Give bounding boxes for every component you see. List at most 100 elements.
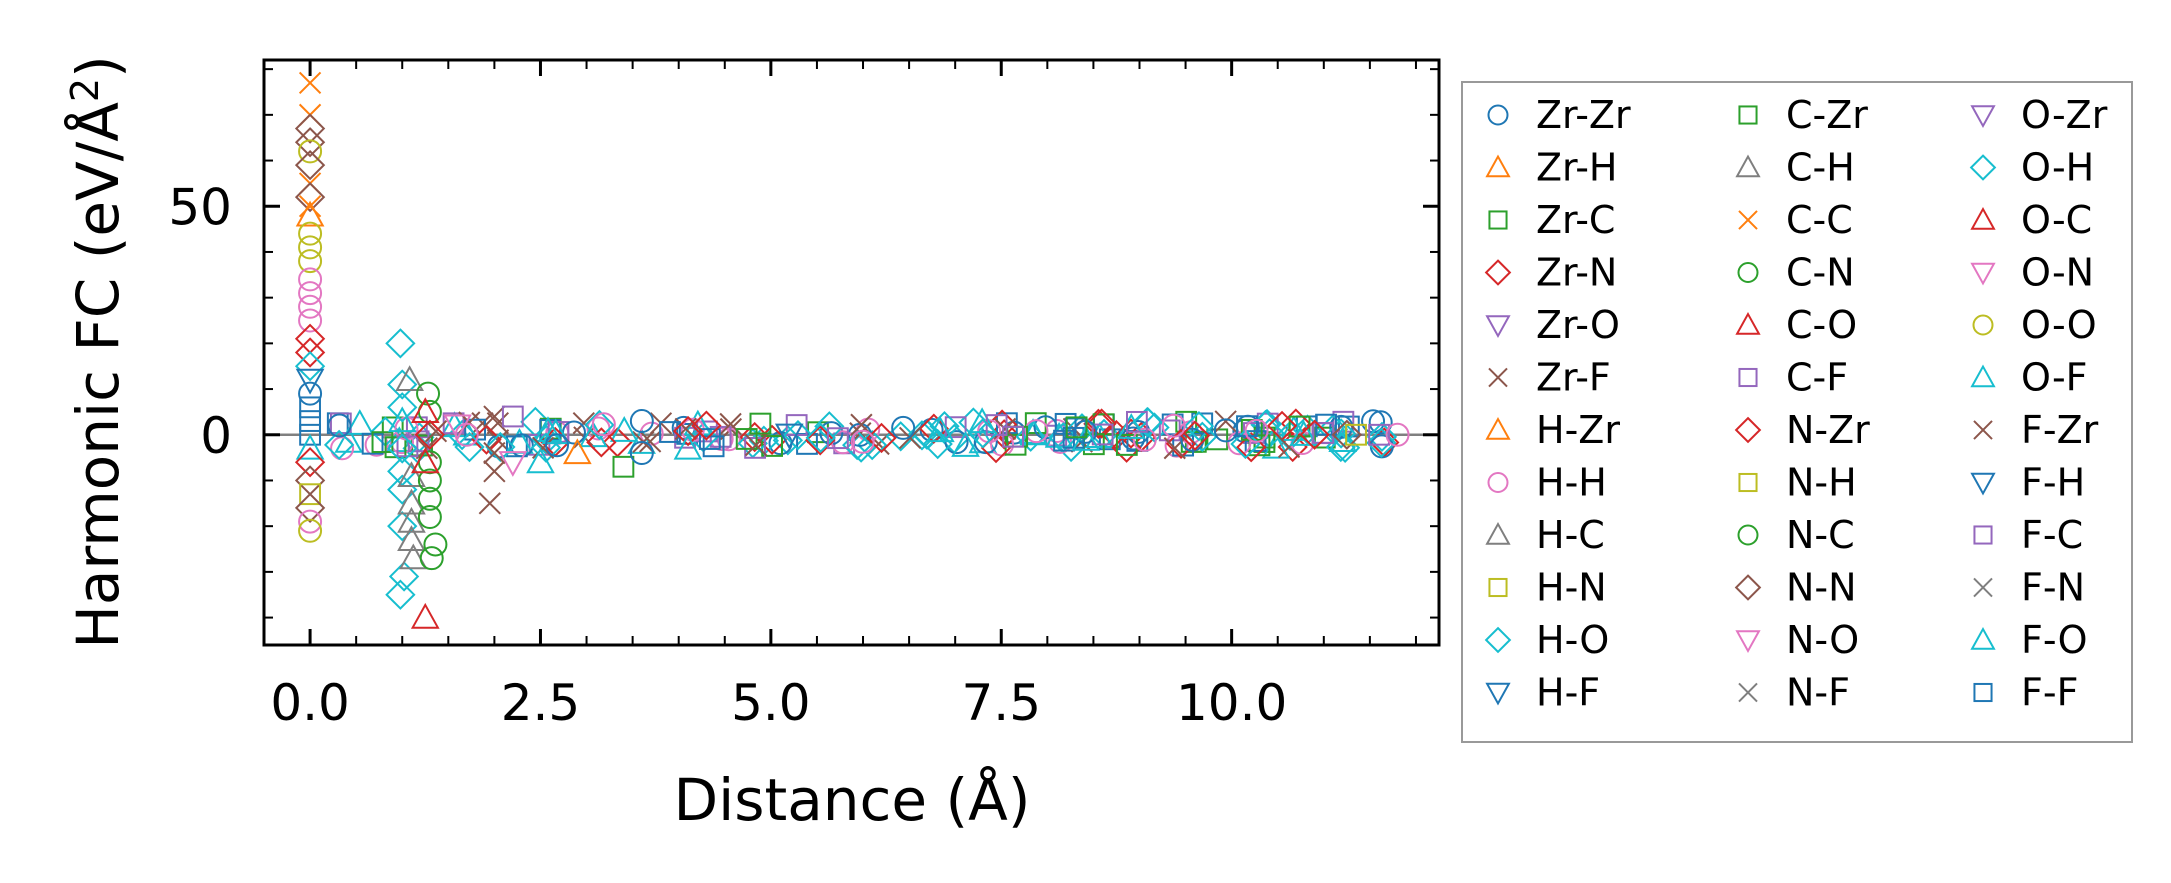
legend-label-H-C: H-C xyxy=(1536,513,1605,557)
legend-marker-C-Zr xyxy=(1738,105,1758,125)
legend-marker-C-O xyxy=(1735,312,1761,335)
legend-marker-Zr-O xyxy=(1485,315,1511,338)
data-point-H-H xyxy=(1024,419,1049,444)
data-point-Zr-C xyxy=(749,412,772,435)
legend-label-Zr-Zr: Zr-Zr xyxy=(1536,93,1631,137)
data-point-F-Zr xyxy=(486,429,510,452)
data-point-N-N xyxy=(294,113,326,144)
data-point-Zr-N xyxy=(1299,419,1330,450)
data-point-H-O xyxy=(385,579,416,610)
data-point-F-Zr xyxy=(478,492,501,515)
data-point-F-Zr xyxy=(744,433,768,457)
data-point-H-H xyxy=(298,281,323,306)
legend-label-C-F: C-F xyxy=(1786,356,1848,400)
legend-marker-Zr-F xyxy=(1488,367,1508,388)
legend-label-F-F: F-F xyxy=(2021,671,2078,715)
data-point-H-C xyxy=(397,461,426,488)
data-point-H-H xyxy=(298,294,323,319)
data-point-O-F xyxy=(673,433,703,460)
data-point-F-Zr xyxy=(898,426,922,450)
data-point-C-F xyxy=(501,405,524,428)
data-point-O-F xyxy=(1071,424,1101,451)
scatter-points xyxy=(294,71,1410,629)
data-point-O-F xyxy=(295,433,325,460)
data-point-F-F xyxy=(299,410,321,432)
data-point-F-F xyxy=(659,421,681,443)
data-point-H-C xyxy=(398,543,428,570)
data-point-O-F xyxy=(334,426,364,453)
legend-marker-O-H xyxy=(1969,154,1997,181)
data-point-N-Zr xyxy=(1165,428,1197,459)
data-point-F-Zr xyxy=(483,441,506,465)
data-point-H-H xyxy=(1161,413,1186,438)
legend-label-F-C: F-C xyxy=(2021,513,2083,557)
legend-label-H-Zr: H-Zr xyxy=(1536,408,1620,452)
tick-labels: 0.0 2.5 5.0 7.5 10.0 0 50 xyxy=(168,178,1287,732)
data-point-O-H xyxy=(929,411,960,442)
data-point-N-Zr xyxy=(691,410,722,441)
data-point-N-Zr xyxy=(1236,432,1267,463)
legend-label-C-Zr: C-Zr xyxy=(1786,93,1868,137)
data-point-O-H xyxy=(294,351,326,382)
data-point-O-H xyxy=(323,429,355,461)
data-point-O-O xyxy=(298,235,323,260)
legend-marker-C-F xyxy=(1738,367,1758,388)
legend-label-H-H: H-H xyxy=(1536,461,1607,505)
legend-marker-N-C xyxy=(1737,524,1759,546)
data-point-C-F xyxy=(1368,423,1390,446)
legend-marker-Zr-N xyxy=(1484,259,1512,286)
legend-label-N-N: N-N xyxy=(1786,566,1857,610)
data-point-O-H xyxy=(1325,418,1357,449)
legend-marker-F-O xyxy=(1970,627,1996,650)
legend-marker-Zr-Zr xyxy=(1487,104,1509,126)
data-point-N-Zr xyxy=(672,415,704,447)
data-point-N-Zr xyxy=(586,427,617,458)
data-point-O-F xyxy=(1116,413,1146,439)
data-point-F-F xyxy=(1053,429,1075,452)
data-point-N-C xyxy=(417,468,442,493)
legend-marker-O-N xyxy=(1970,262,1996,286)
data-point-C-O xyxy=(410,447,440,474)
data-point-O-O xyxy=(298,221,323,246)
data-point-Zr-F xyxy=(483,405,506,428)
legend-marker-O-O xyxy=(1972,314,1994,336)
data-point-H-H xyxy=(1132,427,1157,452)
data-point-Zr-H xyxy=(562,438,592,465)
legend-marker-F-C xyxy=(1973,525,1993,545)
data-point-H-O xyxy=(922,428,953,460)
legend-label-F-N: F-N xyxy=(2021,566,2085,610)
data-point-O-F xyxy=(526,447,555,474)
data-point-O-F xyxy=(1289,420,1319,446)
data-point-O-O xyxy=(298,249,323,274)
data-point-H-H xyxy=(1385,422,1410,447)
data-point-O-H xyxy=(885,421,916,452)
data-point-H-O xyxy=(1187,421,1218,452)
data-point-H-H xyxy=(330,436,355,461)
data-point-N-N xyxy=(294,127,326,158)
data-point-O-H xyxy=(857,429,888,461)
data-point-N-Zr xyxy=(989,419,1020,450)
data-point-H-H xyxy=(1244,418,1269,443)
data-point-C-F xyxy=(985,414,1008,436)
data-point-C-C xyxy=(298,71,322,95)
data-point-O-H xyxy=(1366,427,1397,459)
data-point-N-Zr xyxy=(1083,408,1114,440)
data-point-O-F xyxy=(609,416,639,442)
data-point-O-F xyxy=(967,407,997,434)
data-point-Zr-Zr xyxy=(545,433,570,458)
data-point-N-O xyxy=(498,451,528,477)
legend-marker-H-N xyxy=(1488,577,1508,598)
legend-marker-C-N xyxy=(1737,262,1759,283)
legend-label-O-N: O-N xyxy=(2021,251,2094,295)
legend-marker-C-C xyxy=(1738,210,1758,230)
data-point-Zr-Zr xyxy=(629,441,654,466)
data-point-H-O xyxy=(385,328,416,359)
data-point-O-F xyxy=(951,431,980,457)
x-axis-title: Distance (Å) xyxy=(674,765,1031,834)
data-point-Zr-C xyxy=(761,435,784,457)
data-point-O-H xyxy=(387,392,418,423)
data-point-Zr-Zr xyxy=(298,381,323,406)
data-point-N-N xyxy=(1331,419,1363,450)
legend-label-C-N: C-N xyxy=(1786,251,1855,295)
legend-marker-O-C xyxy=(1970,207,1996,230)
